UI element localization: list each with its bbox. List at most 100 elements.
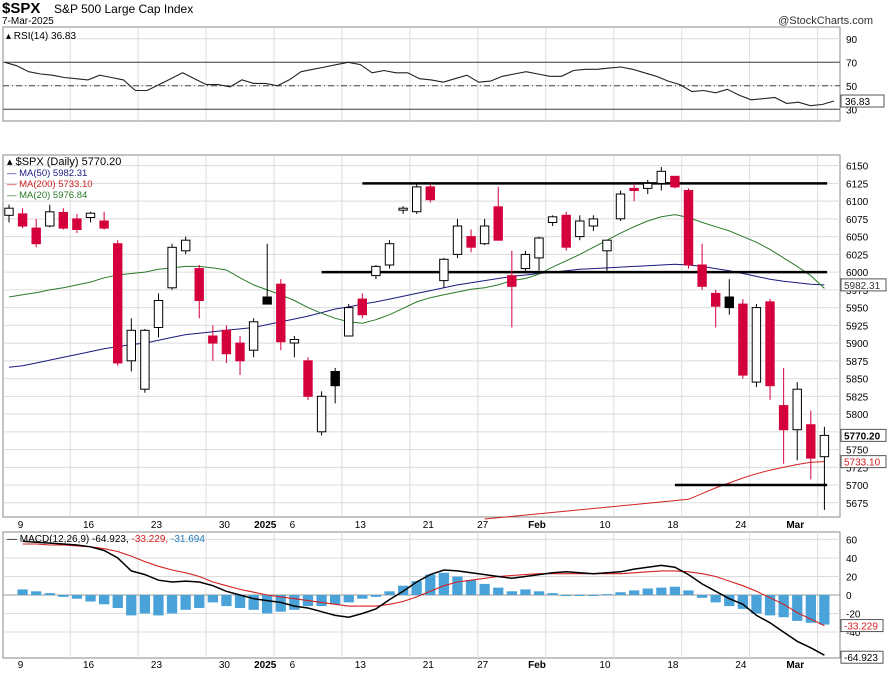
candle-body (72, 218, 82, 230)
macd-histogram-bar (85, 595, 96, 602)
x-axis-label: 9 (18, 520, 24, 531)
candle-body (602, 239, 612, 252)
price-tick-label: 5750 (846, 446, 869, 457)
rsi-last-value-label: 36.83 (845, 97, 870, 108)
x-axis-label: 6 (290, 660, 296, 671)
candle-body (778, 405, 789, 431)
chart-title: S&P 500 Large Cap Index (54, 2, 194, 16)
macd-signal-line (22, 543, 825, 627)
macd-histogram-bar (289, 595, 300, 610)
x-axis-label: Feb (528, 660, 546, 671)
macd-histogram-bar (452, 576, 463, 595)
price-tick-label: 5825 (846, 392, 869, 403)
candle-body (547, 216, 558, 224)
macd-histogram-bar (561, 595, 572, 596)
macd-histogram-bar (398, 585, 409, 595)
price-tick-label: 5950 (846, 304, 869, 315)
macd-tick-label: 20 (846, 572, 858, 583)
x-axis-label: 2025 (254, 660, 277, 671)
macd-histogram-bar (683, 590, 694, 595)
x-axis-label: 27 (477, 660, 489, 671)
macd-histogram-bar (764, 595, 776, 616)
rsi-line (4, 61, 835, 107)
macd-histogram-bar (438, 572, 449, 595)
macd-histogram-bar (166, 595, 178, 614)
price-tick-label: 5700 (846, 481, 869, 492)
price-tick-label: 6100 (846, 197, 869, 208)
macd-histogram-bar (792, 595, 803, 621)
macd-tick-label: 40 (846, 554, 858, 565)
macd-last-value-label: -33.229 (844, 622, 878, 633)
stockcharts-credit: @StockCharts.com (778, 15, 873, 27)
macd-histogram-bar (207, 595, 218, 603)
x-axis-label: 27 (477, 520, 489, 531)
macd-histogram-bar (58, 595, 69, 597)
price-tick-label: 5675 (846, 499, 869, 510)
x-axis-label: 24 (735, 520, 747, 531)
chart-date: 7-Mar-2025 (2, 16, 54, 27)
rsi-legend: ▴ RSI(14) 36.83 (6, 31, 76, 42)
candle-body (711, 292, 721, 307)
candle-body (208, 335, 218, 344)
candle-body (4, 207, 14, 216)
candle-body (99, 220, 109, 229)
macd-histogram-bar (656, 587, 667, 595)
macd-histogram-bar (506, 591, 517, 595)
candle-body (575, 220, 585, 238)
rsi-tick-label: 30 (846, 105, 858, 116)
candle-body (765, 301, 775, 387)
price-tick-label: 5850 (846, 375, 869, 386)
rsi-tick-label: 90 (846, 35, 858, 46)
candle-body (153, 300, 164, 328)
candle-body (493, 206, 503, 241)
macd-legend-part: — MACD(12,26,9) (7, 534, 92, 545)
price-current-value-box (840, 278, 887, 292)
x-axis-label: 18 (667, 520, 679, 531)
macd-last-value-box (840, 619, 884, 633)
candle-body (262, 296, 272, 305)
macd-histogram-bar (221, 595, 232, 607)
macd-histogram-bar (411, 581, 422, 595)
macd-histogram-bar (99, 595, 110, 605)
candle-body (683, 190, 694, 266)
macd-histogram-bar (778, 595, 789, 618)
macd-histogram-bar (126, 595, 137, 616)
macd-histogram-bar (669, 586, 681, 595)
candle-body (452, 225, 463, 255)
macd-histogram-bar (194, 595, 205, 608)
macd-tick-label: -40 (846, 628, 861, 639)
x-axis-label: 21 (423, 520, 435, 531)
macd-histogram-bar (533, 591, 545, 595)
candle-body (17, 213, 28, 227)
macd-histogram-bar (574, 595, 585, 596)
price-tick-label: 5800 (846, 410, 869, 421)
price-legend-entry: — MA(50) 5982.31 (7, 168, 87, 179)
chart-symbol: $SPX (2, 0, 41, 17)
candle-body (724, 296, 734, 309)
macd-histogram-bar (330, 595, 341, 605)
macd-legend-part: -64.923, (92, 534, 131, 545)
candle-body (221, 329, 232, 355)
macd-histogram-bar (493, 587, 504, 595)
macd-histogram-bar (316, 595, 327, 607)
macd-histogram-bar (547, 593, 558, 595)
macd-histogram-bar (248, 595, 259, 610)
price-tick-label: 5875 (846, 357, 869, 368)
price-legend-entry: — MA(20) 5976.84 (7, 190, 87, 201)
candle-body (507, 275, 517, 287)
macd-histogram-bar (805, 595, 816, 623)
x-axis-label: 2025 (254, 520, 277, 531)
candle-body (629, 187, 639, 191)
macd-legend: — MACD(12,26,9) -64.923, -33.229, -31.69… (7, 534, 205, 545)
candle-body (357, 298, 368, 316)
price-current-value-label: 5770.20 (844, 431, 881, 442)
macd-histogram-bar (370, 595, 382, 597)
candle-body (520, 253, 531, 270)
price-current-value-box (840, 455, 887, 469)
price-current-value-label: 5733.10 (844, 458, 881, 469)
candle-body (656, 170, 666, 184)
candle-body (85, 212, 96, 218)
candle-body (181, 239, 191, 252)
macd-histogram-bar (139, 595, 150, 614)
